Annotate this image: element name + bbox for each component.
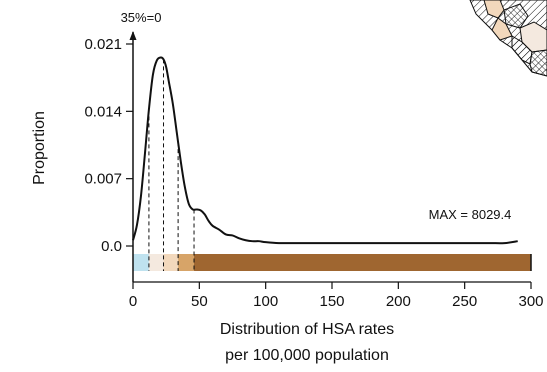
x-tick-label-2: 100 — [253, 293, 278, 310]
color-band-4 — [194, 254, 531, 271]
plot-area: 0.0 0.007 0.014 0.021 0 50 100 150 200 250 300 — [84, 31, 544, 310]
y-tick-label-3: 0.021 — [84, 36, 122, 53]
x-tick-label-1: 50 — [191, 293, 208, 310]
x-tick-label-0: 0 — [129, 293, 137, 310]
x-tick-label-6: 300 — [518, 293, 543, 310]
x-tick-label-5: 250 — [452, 293, 477, 310]
axis-top-note: 35%=0 — [121, 10, 162, 25]
y-tick-label-1: 0.007 — [84, 171, 122, 188]
color-band-0 — [133, 254, 149, 271]
y-tick-label-2: 0.014 — [84, 103, 122, 120]
y-axis-arrow-icon — [129, 31, 137, 40]
y-tick-label-0: 0.0 — [101, 238, 122, 255]
x-axis-title-line-2: per 100,000 population — [225, 347, 389, 364]
x-tick-label-3: 150 — [319, 293, 344, 310]
color-band-3 — [178, 254, 195, 271]
max-note: MAX = 8029.4 — [429, 207, 512, 222]
y-axis-title: Proportion — [31, 111, 48, 185]
density-curve — [132, 56, 518, 245]
x-tick-label-4: 200 — [386, 293, 411, 310]
color-band-2 — [163, 254, 179, 271]
inset-map-icon — [469, 0, 547, 77]
x-axis-title-line-1: Distribution of HSA rates — [220, 321, 394, 338]
color-band-1 — [148, 254, 164, 271]
